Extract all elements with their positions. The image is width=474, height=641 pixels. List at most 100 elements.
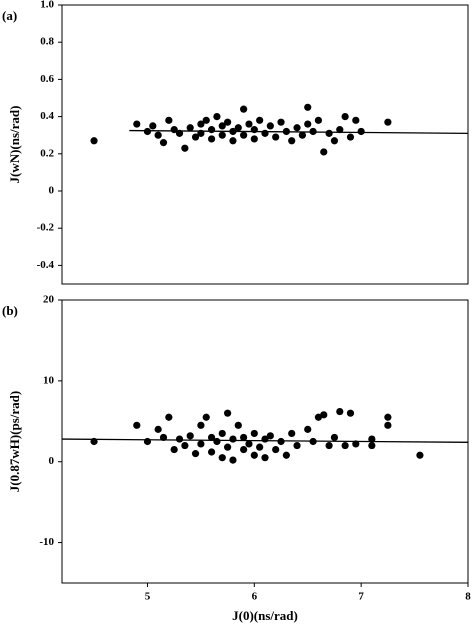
y-tick-label: 0.6 — [40, 73, 54, 85]
data-point — [191, 450, 200, 458]
data-point — [266, 122, 274, 130]
data-point — [218, 454, 226, 462]
data-point — [384, 421, 392, 429]
data-point — [234, 124, 242, 132]
data-point — [261, 454, 269, 462]
data-point — [234, 421, 242, 429]
data-point — [341, 441, 349, 450]
data-point — [288, 429, 296, 438]
data-point — [250, 135, 258, 143]
data-point — [154, 425, 162, 433]
data-point — [266, 432, 274, 440]
data-point — [170, 445, 178, 454]
y-tick-label: -0.4 — [37, 259, 55, 271]
data-point — [256, 443, 264, 451]
data-point — [197, 440, 205, 448]
data-point — [277, 437, 285, 446]
data-point — [240, 131, 248, 139]
data-point — [341, 113, 349, 121]
data-point — [298, 131, 306, 139]
x-tick-label: 6 — [252, 591, 258, 603]
data-point — [229, 137, 237, 145]
fit-line — [61, 438, 469, 443]
data-point — [133, 120, 141, 128]
data-point — [320, 411, 328, 419]
data-point — [202, 116, 210, 124]
data-point — [272, 445, 280, 454]
data-point — [133, 421, 141, 429]
panel-label: (b) — [2, 303, 18, 318]
data-point — [218, 122, 226, 130]
data-point — [143, 127, 152, 136]
data-point — [207, 135, 216, 143]
data-point — [191, 133, 200, 141]
y-tick-label: 0 — [49, 185, 55, 197]
plot-frame — [61, 4, 469, 285]
data-point — [277, 118, 285, 126]
data-point — [197, 120, 205, 128]
data-point — [229, 435, 237, 443]
data-point — [304, 120, 312, 128]
data-point — [175, 435, 184, 443]
data-point — [325, 129, 333, 137]
data-point — [304, 103, 312, 111]
data-point — [250, 429, 258, 438]
data-point — [368, 441, 376, 450]
data-point — [368, 435, 376, 443]
data-point — [207, 448, 216, 456]
y-tick-label: 0 — [49, 455, 55, 467]
y-tick-label: 1.0 — [40, 0, 54, 11]
data-point — [207, 433, 216, 442]
data-point — [224, 443, 232, 451]
data-point — [207, 126, 216, 134]
data-point — [336, 407, 344, 416]
data-point — [218, 131, 226, 139]
data-point — [272, 133, 280, 141]
data-point — [202, 413, 210, 421]
y-axis-label: J(0.87wH)(ps/rad) — [7, 391, 22, 492]
data-point — [293, 441, 301, 450]
data-point — [181, 144, 189, 152]
data-point — [416, 451, 424, 459]
data-point — [314, 116, 323, 124]
fit-line — [129, 129, 469, 134]
data-point — [197, 421, 205, 429]
data-point — [293, 124, 301, 132]
x-tick-label: 8 — [465, 591, 471, 603]
data-point — [224, 118, 232, 126]
y-tick-label: 0.8 — [40, 36, 54, 48]
x-tick-label: 5 — [145, 591, 151, 603]
data-point — [352, 440, 360, 448]
data-point — [288, 137, 296, 145]
x-tick-label: 7 — [358, 591, 364, 603]
y-axis-label: J(wN)(ns/rad) — [7, 106, 22, 184]
data-point — [90, 137, 98, 145]
data-point — [149, 122, 157, 130]
data-point — [181, 441, 189, 450]
data-point — [165, 413, 173, 421]
y-tick-label: 20 — [43, 294, 55, 306]
data-point — [240, 105, 248, 113]
data-point — [282, 451, 290, 459]
data-point — [352, 116, 360, 124]
data-point — [256, 116, 264, 124]
data-point — [213, 437, 221, 446]
y-tick-label: 0.4 — [40, 110, 54, 122]
data-point — [143, 437, 152, 446]
data-point — [154, 131, 162, 139]
data-point — [325, 441, 333, 450]
y-tick-label: -0.2 — [37, 222, 55, 234]
data-point — [245, 440, 253, 448]
data-point — [224, 409, 232, 417]
y-tick-label: 10 — [43, 374, 55, 386]
data-point — [240, 445, 248, 454]
data-point — [304, 425, 312, 433]
data-point — [159, 139, 168, 147]
data-point — [384, 413, 392, 421]
data-point — [261, 129, 269, 137]
x-axis-label: J(0)(ns/rad) — [232, 608, 298, 623]
data-point — [330, 433, 339, 442]
data-point — [186, 432, 194, 440]
data-point — [250, 451, 258, 459]
